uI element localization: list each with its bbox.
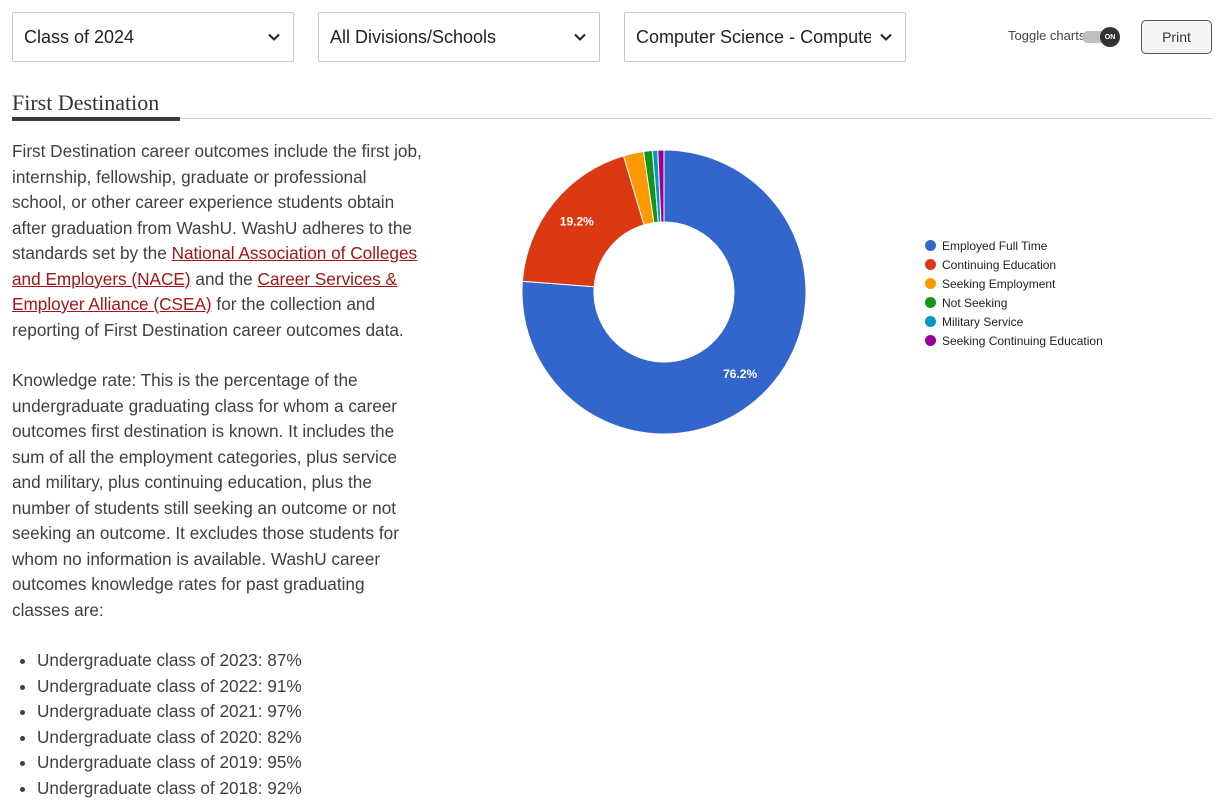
legend-swatch [925, 259, 936, 270]
legend-swatch [925, 316, 936, 327]
legend-item-military-service[interactable]: Military Service [925, 312, 1185, 331]
title-divider [12, 118, 1212, 119]
slice-seeking-continuing-education[interactable] [657, 149, 665, 223]
intro-text-c: for the collection and reporting of Firs… [12, 294, 404, 340]
intro-text-a: First Destination career outcomes includ… [12, 141, 422, 263]
legend-item-employed-full-time[interactable]: Employed Full Time [925, 236, 1185, 255]
list-item: Undergraduate class of 2023: 87% [37, 648, 422, 674]
list-item: Undergraduate class of 2022: 91% [37, 674, 422, 700]
legend-label: Not Seeking [942, 295, 1008, 310]
list-item: Undergraduate class of 2019: 95% [37, 750, 422, 776]
legend-label: Seeking Continuing Education [942, 333, 1103, 348]
toggle-charts-switch[interactable]: ON [1082, 27, 1122, 47]
knowledge-rate-paragraph: Knowledge rate: This is the percentage o… [12, 370, 399, 620]
legend-label: Continuing Education [942, 257, 1057, 272]
major-select[interactable]: Computer Science - Compute... [624, 12, 906, 62]
toggle-state: ON [1104, 33, 1116, 41]
title-underline [12, 117, 180, 121]
description-column: First Destination career outcomes includ… [12, 139, 422, 801]
list-item: Undergraduate class of 2018: 92% [37, 776, 422, 802]
intro-text-b: and the [190, 268, 258, 289]
legend-swatch [925, 297, 936, 308]
slice-continuing-education[interactable] [521, 155, 645, 288]
list-item: Undergraduate class of 2021: 97% [37, 699, 422, 725]
toggle-charts-label: Toggle charts [1008, 28, 1086, 43]
division-select[interactable]: All Divisions/Schools [318, 12, 600, 62]
legend-label: Military Service [942, 314, 1024, 329]
nace-link[interactable]: National Association of Colleges and Emp… [12, 243, 418, 289]
slice-label-continuing-education: 19.2% [560, 215, 594, 229]
csea-link[interactable]: Career Services & Employer Alliance (CSE… [12, 268, 397, 315]
legend-item-seeking-employment[interactable]: Seeking Employment [925, 274, 1185, 293]
class-year-select[interactable]: Class of 2024 [12, 12, 294, 62]
knowledge-rate-list: Undergraduate class of 2023: 87% Undergr… [12, 648, 422, 801]
chevron-down-icon [880, 33, 892, 41]
legend-item-not-seeking[interactable]: Not Seeking [925, 293, 1185, 312]
legend-label: Employed Full Time [942, 238, 1048, 253]
legend-swatch [925, 278, 936, 289]
chevron-down-icon [268, 33, 280, 41]
chevron-down-icon [574, 33, 586, 41]
legend-swatch [925, 240, 936, 251]
chart-legend: Employed Full Time Continuing Education Se… [925, 236, 1185, 350]
legend-swatch [925, 335, 936, 346]
outcomes-donut-chart: 76.2% 19.2% [521, 149, 807, 435]
legend-label: Seeking Employment [942, 276, 1056, 291]
legend-item-seeking-continuing-education[interactable]: Seeking Continuing Education [925, 331, 1185, 350]
toggle-knob: ON [1100, 27, 1120, 47]
slice-label-employed-full-time: 76.2% [723, 367, 757, 381]
list-item: Undergraduate class of 2020: 82% [37, 725, 422, 751]
major-select-value: Computer Science - Compute... [636, 26, 871, 47]
intro-paragraph: First Destination career outcomes includ… [12, 139, 422, 343]
division-select-value: All Divisions/Schools [330, 26, 497, 47]
legend-item-continuing-education[interactable]: Continuing Education [925, 255, 1185, 274]
section-title: First Destination [12, 90, 160, 115]
slice-employed-full-time[interactable] [521, 149, 807, 435]
print-button[interactable]: Print [1141, 20, 1212, 54]
class-year-select-value: Class of 2024 [24, 26, 135, 47]
